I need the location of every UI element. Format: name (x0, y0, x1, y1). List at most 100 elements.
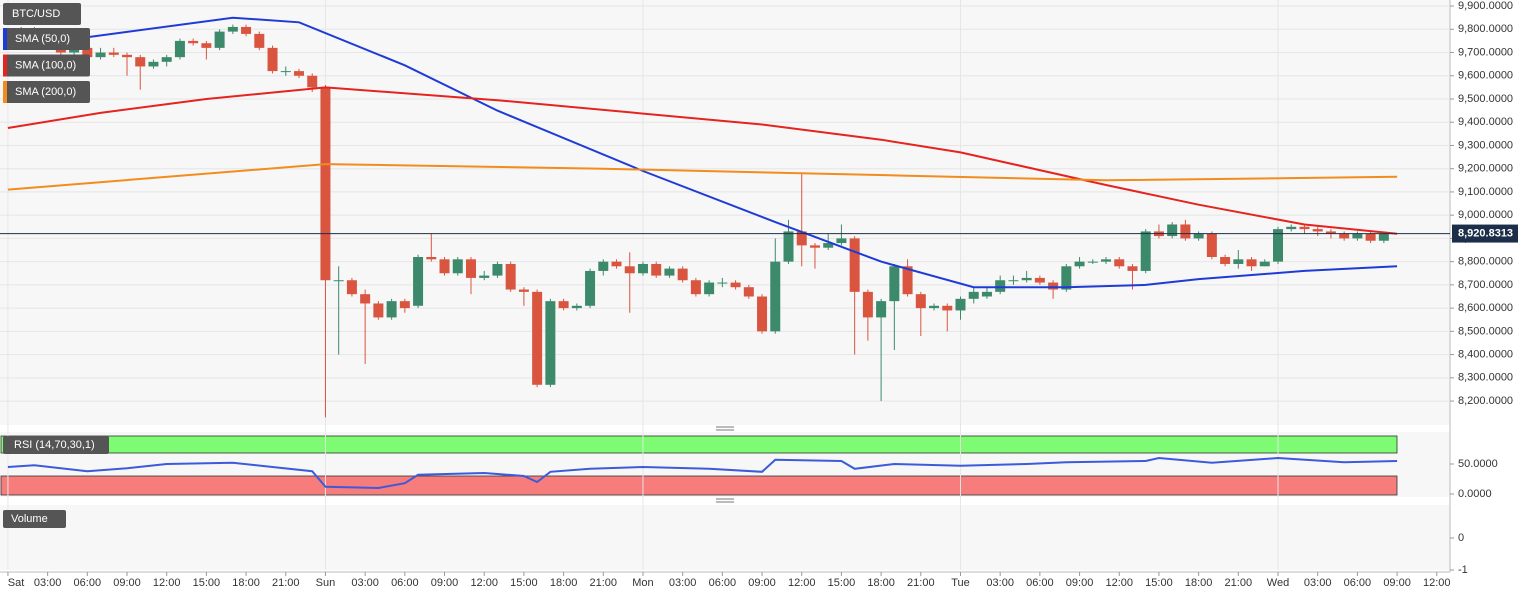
y-tick-label: 9,200.0000 (1458, 163, 1513, 175)
legend-box (3, 436, 109, 454)
candle-body (1087, 261, 1098, 263)
candle-body (360, 294, 371, 304)
x-tick-label: 21:00 (272, 577, 300, 589)
candle-body (1127, 266, 1138, 271)
candle-body (532, 291, 543, 385)
x-tick-label: Sat (8, 577, 25, 589)
y-tick-label: 9,300.0000 (1458, 139, 1513, 151)
candle-body (770, 261, 781, 332)
candle-body (307, 75, 318, 88)
candle-body (876, 301, 887, 318)
candle-body (492, 263, 503, 276)
candle-body (598, 261, 609, 271)
x-tick-label: 12:00 (1105, 577, 1133, 589)
candle-body (571, 305, 582, 309)
candle-body (1180, 224, 1191, 239)
legend-box (3, 54, 90, 77)
panel-handle[interactable] (716, 426, 734, 431)
x-tick-label: 15:00 (510, 577, 538, 589)
main-panel (0, 0, 1450, 425)
candle-body (439, 259, 450, 274)
candle-body (637, 263, 648, 274)
candle-body (135, 57, 146, 67)
candle-body (611, 261, 622, 267)
x-tick-label: 12:00 (470, 577, 498, 589)
x-tick-label: 06:00 (709, 577, 737, 589)
x-tick-label: 03:00 (34, 577, 62, 589)
legend-swatch (3, 54, 7, 77)
x-tick-label: 21:00 (1225, 577, 1253, 589)
y-tick-label: 9,000.0000 (1458, 209, 1513, 221)
candle-body (1220, 256, 1231, 264)
volume-panel (0, 505, 1450, 570)
candle-body (1299, 226, 1310, 230)
last-price-box (1452, 224, 1518, 243)
candle-body (1048, 282, 1059, 290)
candle-body (929, 305, 940, 309)
y-tick-label: 9,900.0000 (1458, 0, 1513, 12)
panel-handle[interactable] (716, 498, 734, 503)
legend-box (3, 81, 90, 103)
legend-swatch (3, 81, 7, 103)
candle-body (796, 231, 807, 246)
candle-body (1246, 259, 1257, 267)
candle-body (188, 40, 199, 44)
candle-body (1365, 233, 1376, 241)
candle-body (1339, 233, 1350, 239)
x-tick-label: 12:00 (1423, 577, 1451, 589)
candle-body (465, 259, 476, 278)
candle-body (254, 33, 265, 48)
x-tick-label: Mon (632, 577, 653, 589)
candle-body (95, 52, 106, 58)
y-tick-label: 8,600.0000 (1458, 302, 1513, 314)
candle-body (214, 31, 225, 48)
candle-body (1008, 280, 1019, 282)
candle-body (122, 54, 133, 58)
candle-body (995, 280, 1006, 292)
indicator-line (7, 86, 1398, 235)
y-tick-label: 8,200.0000 (1458, 395, 1513, 407)
candle-body (968, 291, 979, 299)
candle-body (386, 301, 397, 318)
candle-body (201, 43, 212, 48)
x-tick-label: 03:00 (1304, 577, 1332, 589)
candle-body (148, 61, 159, 67)
candle-body (651, 263, 662, 276)
candle-body (227, 26, 238, 32)
x-tick-label: 15:00 (1145, 577, 1173, 589)
candle-body (452, 259, 463, 274)
x-tick-label: 18:00 (232, 577, 260, 589)
candle-body (518, 289, 529, 292)
y-tick-label: 9,600.0000 (1458, 70, 1513, 82)
candle-body (1074, 261, 1085, 267)
candle-body (1034, 277, 1045, 283)
candle-body (823, 243, 834, 248)
candle-body (161, 57, 172, 62)
candle-body (267, 47, 278, 72)
candle-body (1378, 233, 1389, 241)
x-tick-label: 03:00 (669, 577, 697, 589)
legend-title: BTC/USD (12, 8, 60, 20)
x-tick-label: Sun (316, 577, 336, 589)
x-tick-label: 18:00 (1185, 577, 1213, 589)
candle-body (757, 296, 768, 332)
candle-body (373, 303, 384, 318)
y-tick-label: 0.0000 (1458, 488, 1492, 500)
legend-entry: SMA (50,0) (15, 33, 70, 45)
candle-body (664, 268, 675, 276)
candle-body (1206, 233, 1217, 257)
x-tick-label: 09:00 (1383, 577, 1411, 589)
candle-body (849, 238, 860, 292)
candle-body (413, 256, 424, 306)
candle-body (1286, 226, 1297, 230)
legend-box (3, 510, 66, 528)
y-tick-label: 50.0000 (1458, 458, 1498, 470)
candle-body (545, 301, 556, 385)
candle-body (783, 231, 794, 262)
candle-body (981, 291, 992, 297)
candle-body (1259, 261, 1270, 267)
candle-body (836, 238, 847, 244)
x-tick-label: 06:00 (391, 577, 419, 589)
y-tick-label: 8,700.0000 (1458, 279, 1513, 291)
